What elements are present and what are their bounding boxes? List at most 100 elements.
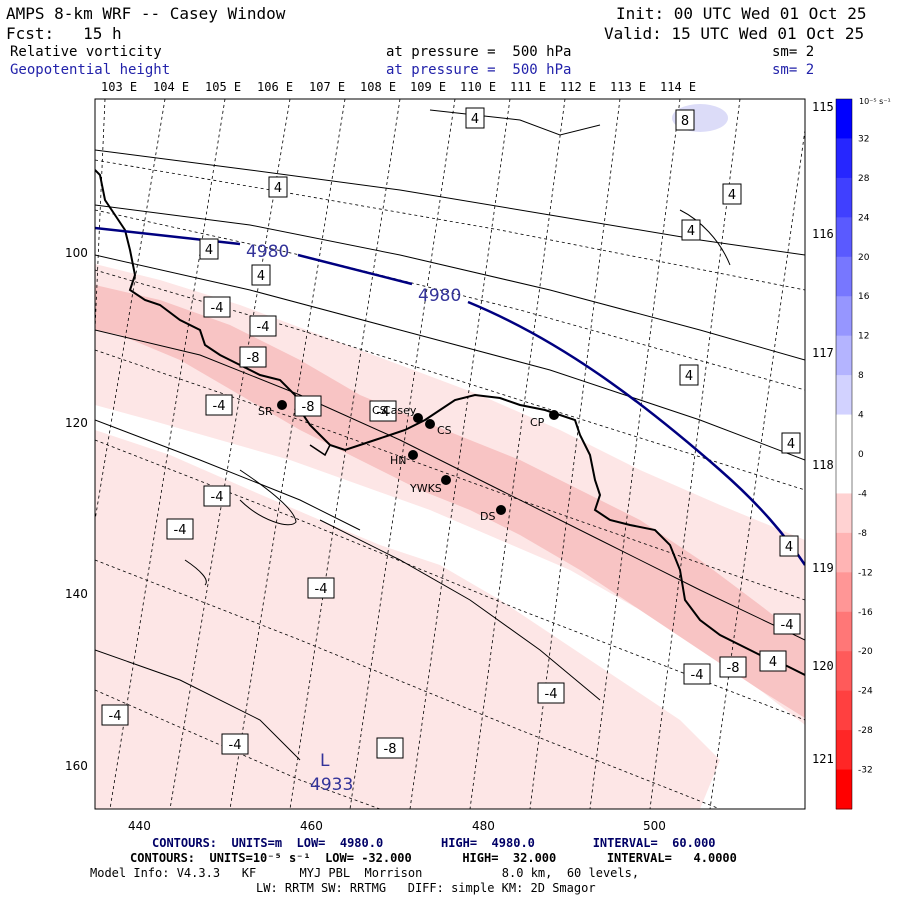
colorbar-tick-label: -16 [858,608,873,618]
station-label-CS-top: CS [372,404,387,417]
colorbar-tick-label: 0 [858,450,864,460]
contour-label: -4 [537,682,565,704]
station-dot-CS[interactable] [425,419,435,429]
height-label: 4980 [246,242,289,262]
svg-text:-4: -4 [211,490,224,505]
svg-text:120: 120 [65,416,88,430]
svg-text:106 E: 106 E [257,80,293,94]
height-label-low: 4933 [310,775,353,795]
footer-contours-height: CONTOURS: UNITS=m LOW= 4980.0 HIGH= 4980… [152,836,716,850]
svg-text:107 E: 107 E [309,80,345,94]
svg-text:111 E: 111 E [510,80,546,94]
colorbar-tick-label: 8 [858,371,864,381]
svg-text:4: 4 [687,224,695,239]
svg-text:100: 100 [65,246,88,260]
contour-label: -8 [294,395,322,417]
colorbar-tick-label: 24 [858,213,870,223]
contour-label: -4 [307,577,335,599]
contour-label: 8 [675,109,695,131]
colorbar-tick-label: -4 [858,489,867,499]
svg-text:-4: -4 [211,301,224,316]
svg-text:103 E: 103 E [101,80,137,94]
svg-text:-4: -4 [781,618,794,633]
contour-label: -4 [221,733,249,755]
contour-label: -4 [101,704,129,726]
contour-label: -4 [369,400,397,422]
svg-text:-4: -4 [545,687,558,702]
colorbar-swatch [836,335,852,376]
contour-label: -4 [166,518,194,540]
colorbar-unit: 10⁻⁵ s⁻¹ [859,97,891,106]
colorbar-tick-label: 16 [858,292,870,302]
contour-label: 4 [465,107,485,129]
coastline [95,169,805,676]
colorbar-tick-label: -12 [858,568,873,578]
svg-text:4: 4 [471,112,479,127]
station-label-HN: HN [390,454,407,467]
svg-text:110 E: 110 E [460,80,496,94]
svg-text:140: 140 [65,587,88,601]
field2-name: Geopotential height [10,62,171,78]
svg-text:-4: -4 [174,523,187,538]
station-dot-YWKS[interactable] [441,475,451,485]
station-dot-DS[interactable] [496,505,506,515]
colorbar-tick-label: -8 [858,529,867,539]
svg-text:-4: -4 [229,738,242,753]
contour-label: 4 [681,219,701,241]
field1-smoothing: sm= 2 [772,44,815,60]
colorbar-tick-label: 32 [858,134,869,144]
contour-label: 4 [759,650,787,672]
axis-ticks: 440 460 480 500 100 120 140 160 [65,246,666,833]
colorbar-tick-label: 4 [858,411,864,421]
svg-text:-4: -4 [257,320,270,335]
contour-label: 4 [779,535,799,557]
svg-text:4: 4 [205,243,213,258]
station-label-CS: CS [437,424,452,437]
colorbar-tick-label: 20 [858,253,870,263]
colorbar-swatch [836,769,852,810]
forecast-hour: Fcst: 15 h [6,24,122,43]
svg-text:500: 500 [643,819,666,833]
footer-model-info: Model Info: V4.3.3 KF MYJ PBL Morrison 8… [90,866,640,880]
station-label-CP: CP [530,416,545,429]
svg-text:4: 4 [685,369,693,384]
station-dot-CP[interactable] [549,410,559,420]
height-label: 4980 [418,286,461,306]
svg-text:-4: -4 [315,582,328,597]
svg-text:113 E: 113 E [610,80,646,94]
svg-text:112 E: 112 E [560,80,596,94]
top-lon-labels: 103 E 104 E 105 E 106 E 107 E 108 E 109 … [101,80,696,94]
field2-level: at pressure = 500 hPa [386,62,572,78]
svg-text:460: 460 [300,819,323,833]
field1-level: at pressure = 500 hPa [386,44,572,60]
svg-text:440: 440 [128,819,151,833]
svg-text:-4: -4 [377,405,390,420]
station-label-SR: SR [258,405,273,418]
svg-text:4: 4 [728,188,736,203]
colorbar-tick-label: -28 [858,726,873,736]
colorbar-swatch [836,99,852,139]
svg-text:114 E: 114 E [660,80,696,94]
station-dot-Casey[interactable] [413,413,423,423]
contour-label: 4 [251,264,271,286]
svg-text:108 E: 108 E [360,80,396,94]
contour-label: 4 [679,364,699,386]
station-dot-HN[interactable] [408,450,418,460]
colorbar-swatch [836,572,852,613]
map-fields: 4 8 4 4 4 4 4 4 4 -4 -4 -8 -8 -4 -4 -4 -… [95,99,805,809]
colorbar-tick-label: -24 [858,687,873,697]
footer-model-info-2: LW: RRTM SW: RRTMG DIFF: simple KM: 2D S… [256,881,596,895]
contour-label: -4 [683,663,711,685]
svg-text:4: 4 [769,655,777,670]
vorticity-contours [95,109,805,761]
svg-text:104 E: 104 E [153,80,189,94]
contour-label: 4 [268,176,288,198]
colorbar-tick-label: 28 [858,174,870,184]
svg-text:-4: -4 [109,709,122,724]
contour-label: -4 [205,394,233,416]
contour-label: -8 [376,737,404,759]
colorbar-swatch [836,256,852,297]
field2-smoothing: sm= 2 [772,62,815,78]
station-dot-SR[interactable] [277,400,287,410]
colorbar-swatch [836,730,852,771]
